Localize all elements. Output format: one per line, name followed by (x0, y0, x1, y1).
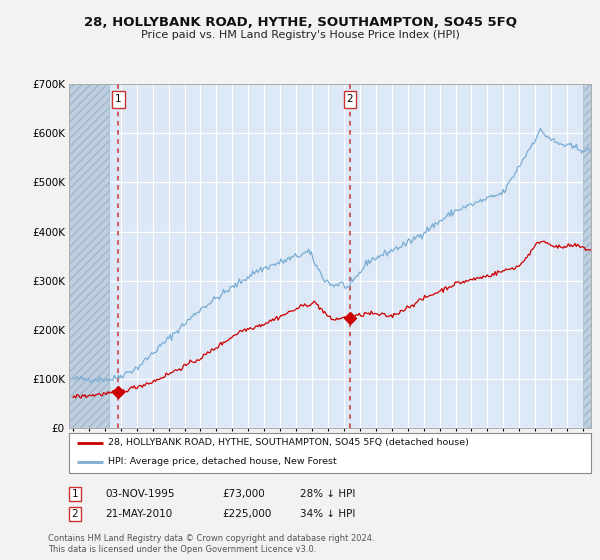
Text: Price paid vs. HM Land Registry's House Price Index (HPI): Price paid vs. HM Land Registry's House … (140, 30, 460, 40)
Bar (583, 84, 591, 428)
Text: 03-NOV-1995: 03-NOV-1995 (105, 489, 175, 499)
Text: £73,000: £73,000 (222, 489, 265, 499)
Text: 28, HOLLYBANK ROAD, HYTHE, SOUTHAMPTON, SO45 5FQ: 28, HOLLYBANK ROAD, HYTHE, SOUTHAMPTON, … (83, 16, 517, 29)
Text: 21-MAY-2010: 21-MAY-2010 (105, 509, 172, 519)
Text: 1: 1 (71, 489, 79, 499)
Text: 2: 2 (71, 509, 79, 519)
Text: HPI: Average price, detached house, New Forest: HPI: Average price, detached house, New … (108, 458, 337, 466)
Text: Contains HM Land Registry data © Crown copyright and database right 2024.
This d: Contains HM Land Registry data © Crown c… (48, 534, 374, 554)
Text: £225,000: £225,000 (222, 509, 271, 519)
Text: 34% ↓ HPI: 34% ↓ HPI (300, 509, 355, 519)
Text: 2: 2 (347, 95, 353, 105)
Bar (69, 84, 109, 428)
Text: 28% ↓ HPI: 28% ↓ HPI (300, 489, 355, 499)
Text: 1: 1 (115, 95, 122, 105)
FancyBboxPatch shape (69, 433, 591, 473)
Text: 28, HOLLYBANK ROAD, HYTHE, SOUTHAMPTON, SO45 5FQ (detached house): 28, HOLLYBANK ROAD, HYTHE, SOUTHAMPTON, … (108, 438, 469, 447)
